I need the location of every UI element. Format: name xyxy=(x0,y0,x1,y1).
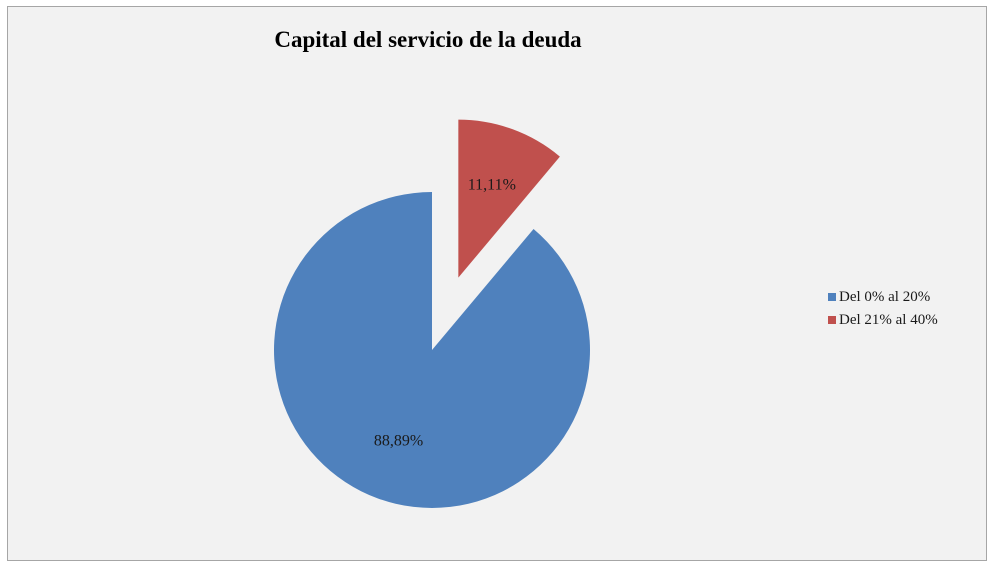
legend-item-0: Del 0% al 20% xyxy=(828,287,938,307)
data-label-1: 11,11% xyxy=(468,176,516,193)
pie-chart: 88,89% 11,11% xyxy=(273,119,590,508)
chart-area: Capital del servicio de la deuda 88,89% 1… xyxy=(7,6,987,561)
legend-swatch-0 xyxy=(828,293,836,301)
legend-label-1: Del 21% al 40% xyxy=(839,311,938,328)
pie-slice-0 xyxy=(273,192,590,508)
legend-item-1: Del 21% al 40% xyxy=(828,310,938,330)
pie-slice-1 xyxy=(458,119,560,278)
data-label-0: 88,89% xyxy=(374,433,423,450)
legend-swatch-1 xyxy=(828,316,836,324)
legend: Del 0% al 20% Del 21% al 40% xyxy=(828,287,938,333)
legend-label-0: Del 0% al 20% xyxy=(839,288,931,305)
chart-title: Capital del servicio de la deuda xyxy=(274,27,582,52)
